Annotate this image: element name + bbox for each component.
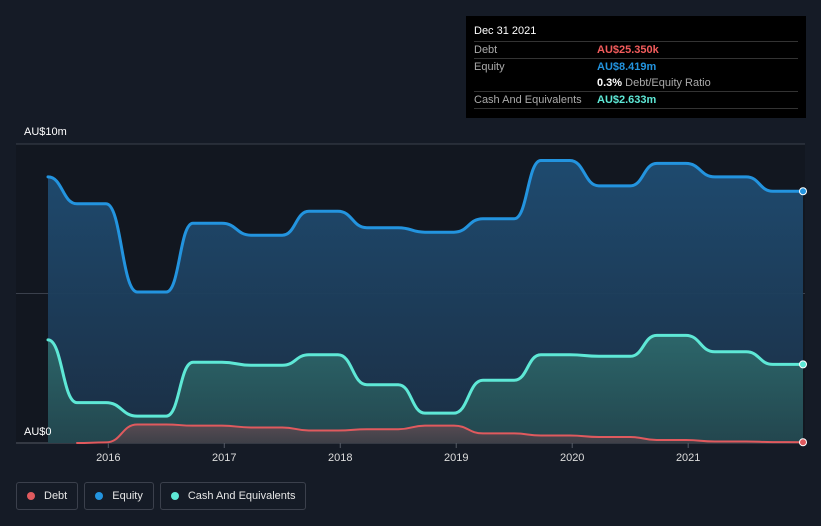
tooltip-debt-row: Debt AU$25.350k [474, 41, 798, 58]
cash-dot-icon [170, 492, 179, 500]
cash-area [48, 335, 803, 443]
y-axis-top-label: AU$10m [24, 126, 67, 138]
x-tick-label: 2019 [444, 452, 468, 464]
tooltip-debt-value: AU$25.350k [597, 44, 659, 56]
tooltip-cash-value: AU$2.633m [597, 94, 657, 106]
tooltip-cash-label: Cash And Equivalents [474, 94, 582, 106]
tooltip-ratio-row: 0.3% Debt/Equity Ratio [474, 75, 798, 91]
tooltip-equity-label: Equity [474, 61, 505, 73]
tooltip-date: Dec 31 2021 [474, 25, 537, 37]
data-tooltip: Dec 31 2021 Debt AU$25.350k Equity AU$8.… [466, 16, 806, 118]
debt-end-marker[interactable] [799, 438, 807, 447]
chart-legend: Debt Equity Cash And Equivalents [16, 482, 307, 510]
tooltip-ratio-label: Debt/Equity Ratio [625, 77, 711, 89]
legend-item-equity[interactable]: Equity [84, 482, 154, 510]
x-tick-label: 2018 [328, 452, 352, 464]
x-tick-label: 2017 [212, 452, 236, 464]
legend-cash-label: Cash And Equivalents [187, 490, 296, 502]
tooltip-ratio-value: 0.3% [597, 77, 623, 89]
legend-debt-label: Debt [44, 490, 68, 502]
x-axis: 2016 2017 2018 2019 2020 2021 [96, 443, 700, 464]
cash-line [46, 333, 805, 418]
debt-line [75, 423, 804, 444]
legend-equity-label: Equity [112, 490, 143, 502]
tooltip-divider [474, 108, 798, 125]
debt-dot-icon [27, 492, 35, 500]
equity-line [46, 158, 805, 294]
x-tick-label: 2021 [676, 452, 700, 464]
equity-dot-icon [95, 492, 104, 500]
debt-area [76, 424, 804, 443]
equity-end-marker[interactable] [799, 187, 807, 196]
x-tick-label: 2020 [560, 452, 584, 464]
tooltip-debt-label: Debt [474, 44, 498, 56]
tooltip-cash-row: Cash And Equivalents AU$2.633m [474, 91, 798, 108]
legend-item-debt[interactable]: Debt [16, 482, 79, 510]
tooltip-equity-row: Equity AU$8.419m [474, 58, 798, 75]
x-tick-label: 2016 [96, 452, 120, 464]
cash-end-marker[interactable] [799, 360, 807, 369]
tooltip-equity-value: AU$8.419m [597, 61, 657, 73]
y-axis-bottom-label: AU$0 [24, 426, 52, 438]
legend-item-cash[interactable]: Cash And Equivalents [159, 482, 307, 510]
